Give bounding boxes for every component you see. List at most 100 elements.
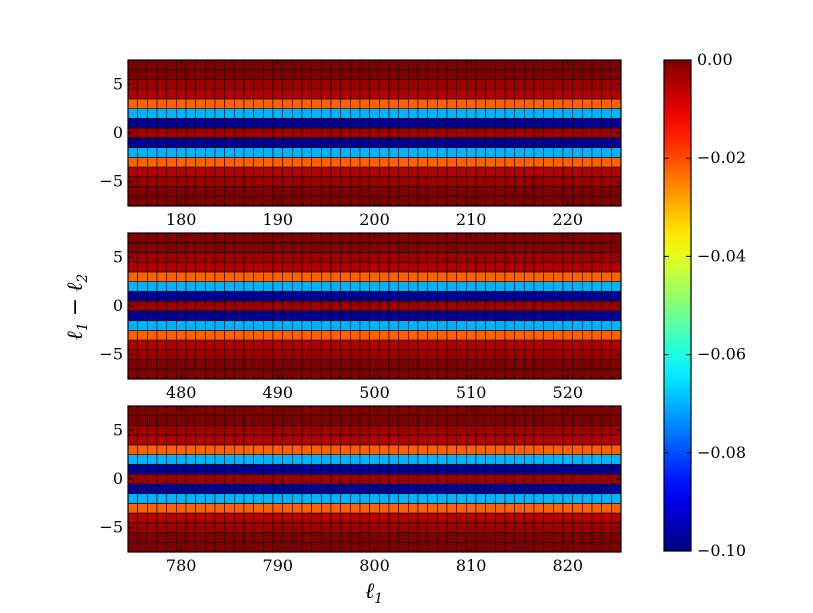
heatmap-cell [514,79,525,90]
heatmap-cell [475,118,486,129]
heatmap-cell [475,473,486,485]
heatmap-cell [330,98,341,109]
heatmap-cell [311,473,322,485]
heatmap-cell [408,483,419,494]
heatmap-cell [388,127,399,139]
heatmap-cell [243,186,254,197]
heatmap-cell [562,118,573,129]
heatmap-cell [156,281,167,292]
heatmap-cell [234,252,245,263]
heatmap-cell [301,493,312,504]
heatmap-cell [562,69,573,80]
heatmap-cell [495,232,506,244]
heatmap-cell [156,79,167,90]
heatmap-cell [524,330,535,341]
heatmap-cell [282,444,293,455]
heatmap-cell [350,454,361,465]
heatmap-cell [427,232,438,244]
heatmap-cell [301,454,312,465]
heatmap-cell [582,59,593,71]
heatmap-cell [601,118,612,129]
heatmap-cell [369,137,380,148]
heatmap-cell [350,310,361,321]
heatmap-cell [156,368,167,380]
heatmap-cell [340,473,351,485]
heatmap-cell [195,261,206,273]
heatmap-cell [601,69,612,80]
heatmap-cell [427,69,438,80]
heatmap-cell [611,186,622,197]
heatmap-cell [475,59,486,71]
heatmap-cell [408,242,419,253]
heatmap-cell [214,434,225,446]
heatmap-cell [408,425,419,436]
heatmap-cell [176,359,187,370]
heatmap-cell [553,98,564,109]
heatmap-cell [224,464,235,475]
heatmap-cell [272,108,283,119]
heatmap-cell [224,434,235,446]
heatmap-cell [147,88,158,100]
heatmap-cell [195,434,206,446]
heatmap-cell [524,425,535,436]
heatmap-cell [553,157,564,168]
heatmap-cell [253,541,264,553]
heatmap-cell [388,339,399,351]
heatmap-cell [553,271,564,282]
heatmap-cell [379,300,390,312]
heatmap-cell [156,118,167,129]
heatmap-cell [195,310,206,321]
colorbar-gradient [663,59,692,552]
heatmap-cell [446,512,457,524]
heatmap-cell [582,425,593,436]
heatmap-cell [446,261,457,273]
heatmap-cell [282,425,293,436]
heatmap-cell [330,483,341,494]
heatmap-cell [582,271,593,282]
heatmap-cell [263,59,274,71]
heatmap-cell [176,434,187,446]
heatmap-cell [166,137,177,148]
heatmap-cell [398,98,409,109]
heatmap-cell [176,108,187,119]
heatmap-cell [437,330,448,341]
heatmap-cell [185,300,196,312]
heatmap-cell [359,242,370,253]
heatmap-cell [224,281,235,292]
heatmap-cell [562,320,573,331]
heatmap-cell [466,166,477,178]
heatmap-cell [137,127,148,139]
heatmap-cell [475,127,486,139]
heatmap-cell [456,147,467,158]
heatmap-cell [321,454,332,465]
heatmap-cell [243,522,254,533]
y-axis-title: ℓ1−ℓ2 [63,274,91,341]
heatmap-cell [524,291,535,302]
heatmap-cell [475,98,486,109]
heatmap-cell [147,252,158,263]
heatmap-cell [437,300,448,312]
heatmap-cell [311,339,322,351]
heatmap-cell [234,434,245,446]
colorbar: 0.00−0.02−0.04−0.06−0.08−0.10 [663,50,746,560]
heatmap-cell [214,464,225,475]
heatmap-cell [224,291,235,302]
heatmap-cell [292,503,303,514]
heatmap-cell [311,281,322,292]
heatmap-cell [427,166,438,178]
heatmap-cell [504,483,515,494]
heatmap-cell [398,242,409,253]
heatmap-cell [398,291,409,302]
heatmap-panel: 780 790 800 810 820−505 [99,405,622,575]
heatmap-cell [205,359,216,370]
heatmap-cell [601,522,612,533]
heatmap-cell [456,281,467,292]
heatmap-cell [591,59,602,71]
heatmap-cell [311,532,322,543]
heatmap-cell [533,454,544,465]
heatmap-cell [601,473,612,485]
heatmap-cell [176,349,187,360]
heatmap-cell [408,444,419,455]
heatmap-cell [127,368,138,380]
heatmap-cell [514,368,525,380]
